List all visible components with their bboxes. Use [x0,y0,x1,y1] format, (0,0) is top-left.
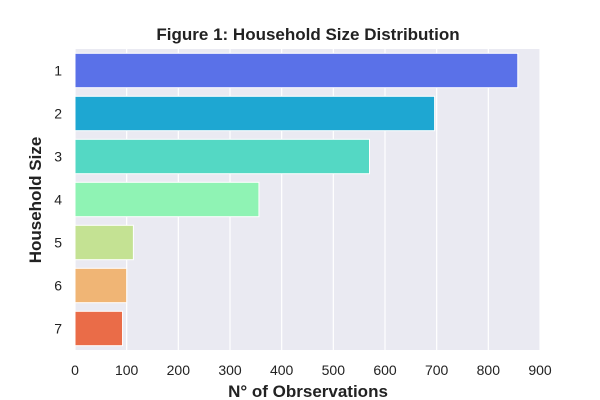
x-axis-label: N° of Obrservations [228,382,388,400]
x-tick-label: 700 [425,362,449,378]
y-axis-ticks: 1 2 3 4 5 6 7 [54,63,62,337]
y-tick-label: 6 [54,278,62,294]
y-tick-label: 2 [54,106,62,122]
bar-2 [74,95,436,132]
x-tick-label: 400 [270,362,294,378]
bar-5 [74,224,134,261]
y-tick-label: 3 [54,149,62,165]
x-tick-label: 200 [167,362,191,378]
chart-title: Figure 1: Household Size Distribution [156,25,459,44]
x-axis-ticks: 0 100 200 300 400 500 600 700 800 900 [71,362,552,378]
y-tick-label: 4 [54,192,62,208]
bar-3 [74,138,370,175]
x-tick-label: 500 [322,362,346,378]
bar-6 [74,267,128,304]
y-tick-label: 1 [54,63,62,79]
x-tick-label: 100 [115,362,139,378]
bars [74,52,519,347]
x-tick-label: 900 [528,362,552,378]
x-tick-label: 600 [373,362,397,378]
x-tick-label: 0 [71,362,79,378]
y-tick-label: 7 [54,321,62,337]
bar-7 [74,310,124,347]
bar-4 [74,181,260,218]
bar-1 [74,52,519,89]
x-tick-label: 800 [477,362,501,378]
y-axis-label: Household Size [26,137,45,264]
x-tick-label: 300 [218,362,242,378]
y-tick-label: 5 [54,235,62,251]
